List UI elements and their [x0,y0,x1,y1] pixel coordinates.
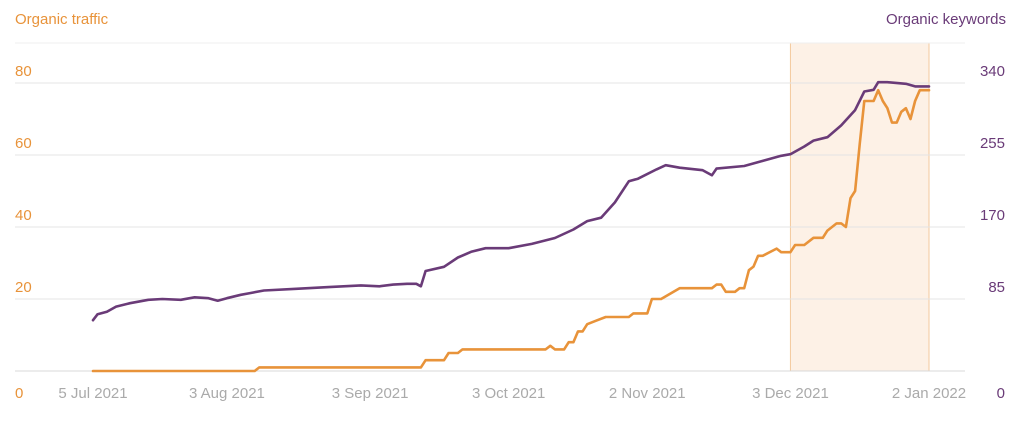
x-tick-label: 5 Jul 2021 [58,385,127,402]
right-axis-title: Organic keywords [885,11,1006,28]
left-tick-label: 20 [15,279,32,296]
left-axis-title: Organic traffic [15,11,109,28]
right-tick-label: 255 [980,135,1005,152]
highlight-band [790,43,929,371]
left-tick-label: 40 [15,207,32,224]
x-tick-label: 2 Nov 2021 [609,385,686,402]
right-tick-label: 340 [980,63,1005,80]
organic-keywords-line [91,80,931,322]
right-tick-label: 0 [997,385,1005,402]
left-tick-label: 80 [15,63,32,80]
x-tick-label: 3 Oct 2021 [472,385,545,402]
x-tick-label: 3 Sep 2021 [332,385,409,402]
right-tick-label: 170 [980,207,1005,224]
left-tick-label: 60 [15,135,32,152]
left-tick-label: 0 [15,385,23,402]
x-tick-label: 3 Aug 2021 [189,385,265,402]
x-tick-label: 2 Jan 2022 [892,385,966,402]
organic-traffic-line [91,88,931,373]
right-tick-label: 85 [988,279,1005,296]
x-tick-label: 3 Dec 2021 [752,385,829,402]
